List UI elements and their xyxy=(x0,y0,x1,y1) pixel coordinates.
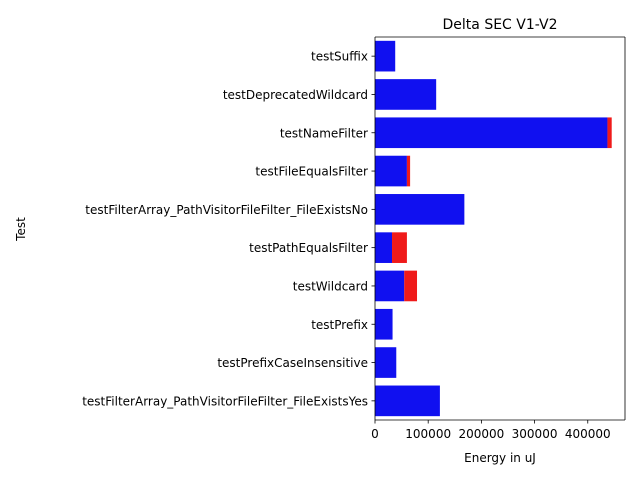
y-tick-label: testPrefix xyxy=(311,318,368,332)
y-tick-label: testFilterArray_PathVisitorFileFilter_Fi… xyxy=(82,394,368,408)
bar-testPathEqualsFilter-series-1 xyxy=(375,232,393,263)
y-tick-label: testFilterArray_PathVisitorFileFilter_Fi… xyxy=(85,203,368,217)
y-tick-label: testWildcard xyxy=(293,279,368,293)
bar-testFileEqualsFilter-series-1 xyxy=(375,155,407,187)
y-tick-label: testDeprecatedWildcard xyxy=(223,88,368,102)
bar-testFilterArray_PathVisitorFileFilter_FileExistsYes-series-1 xyxy=(375,385,440,417)
x-axis-label: Energy in uJ xyxy=(464,451,536,465)
y-tick-label: testNameFilter xyxy=(280,126,368,140)
x-tick-label: 0 xyxy=(371,427,379,441)
bar-testSuffix-series-1 xyxy=(375,40,396,72)
y-tick-label: testSuffix xyxy=(311,50,368,64)
bar-testFileEqualsFilter-series-2 xyxy=(406,155,411,187)
x-tick-label: 200000 xyxy=(458,427,504,441)
x-tick-label: 400000 xyxy=(565,427,611,441)
bar-testFilterArray_PathVisitorFileFilter_FileExistsNo-series-1 xyxy=(375,194,465,225)
x-axis-ticks: 0 100000 200000 300000 400000 xyxy=(371,420,611,441)
y-axis-label: Test xyxy=(14,217,28,242)
y-tick-label: testPrefixCaseInsensitive xyxy=(217,356,368,370)
bar-testPrefix-series-1 xyxy=(375,308,393,340)
bar-testPrefixCaseInsensitive-series-1 xyxy=(375,347,397,378)
bar-testNameFilter-series-1 xyxy=(375,117,608,149)
y-axis-ticks: testSuffix testDeprecatedWildcard testName… xyxy=(82,50,375,408)
bar-testPathEqualsFilter-series-2 xyxy=(392,232,407,263)
x-tick-label: 100000 xyxy=(405,427,451,441)
y-tick-label: testFileEqualsFilter xyxy=(255,165,368,179)
y-tick-label: testPathEqualsFilter xyxy=(249,241,368,255)
bar-testWildcard-series-1 xyxy=(375,270,405,302)
bar-testNameFilter-series-2 xyxy=(607,117,612,149)
bars-group xyxy=(375,40,612,417)
bar-testWildcard-series-2 xyxy=(404,270,418,302)
x-tick-label: 300000 xyxy=(512,427,558,441)
chart-title: Delta SEC V1-V2 xyxy=(443,17,558,33)
bar-testDeprecatedWildcard-series-1 xyxy=(375,79,437,110)
